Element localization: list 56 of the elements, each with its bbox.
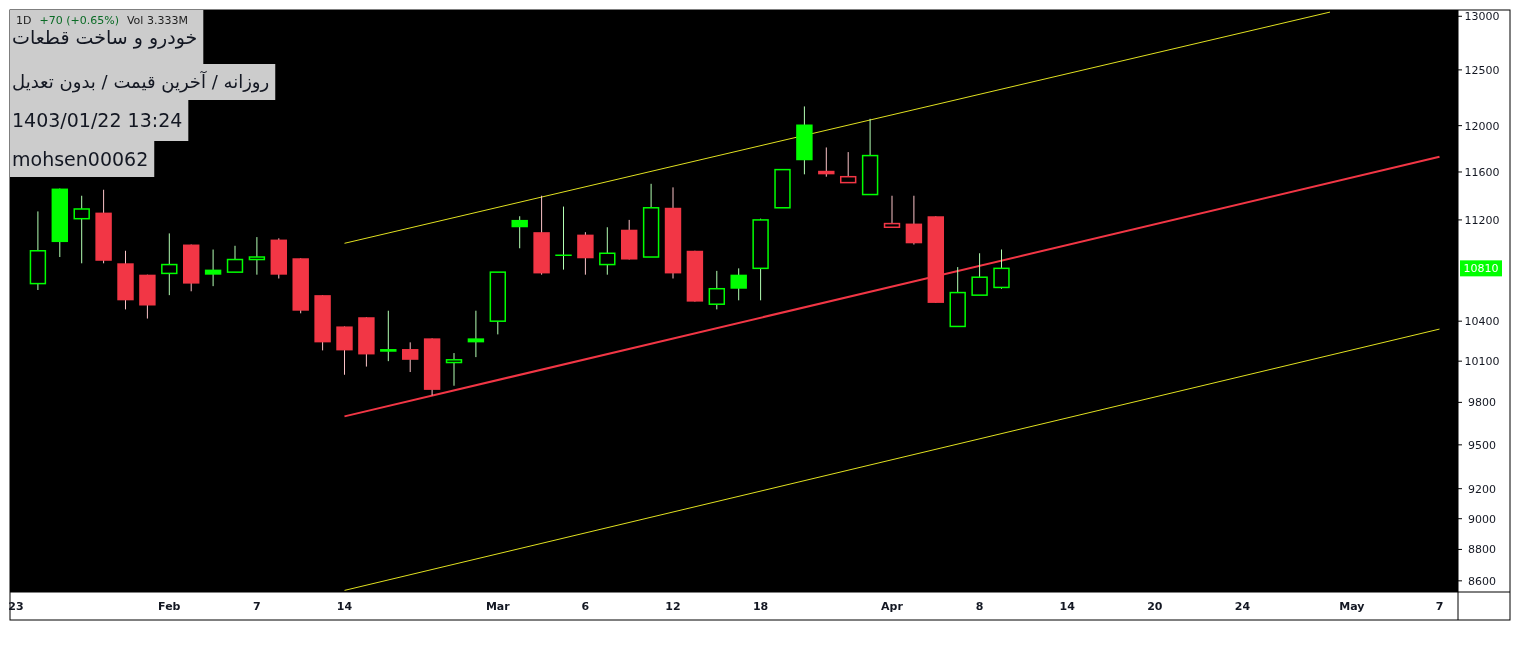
x-tick-label: 24 xyxy=(1234,600,1251,613)
candlestick xyxy=(380,310,397,362)
candlestick xyxy=(708,270,726,310)
candlestick xyxy=(467,310,485,358)
y-tick-label: 9500 xyxy=(1468,438,1496,452)
y-tick-label: 9800 xyxy=(1468,396,1496,410)
candlestick xyxy=(730,267,747,301)
x-tick-label: 7 xyxy=(1435,600,1444,613)
annotation: 1403/01/22 13:24 xyxy=(12,109,183,132)
annotation: 10810 xyxy=(1463,262,1499,276)
candlestick xyxy=(511,215,528,249)
y-tick-label: 11200 xyxy=(1464,213,1500,227)
candlestick xyxy=(993,249,1010,290)
y-tick-label: 11600 xyxy=(1464,165,1500,179)
y-tick-label: 8800 xyxy=(1468,543,1496,557)
candlestick xyxy=(204,249,222,287)
annotation: mohsen00062 xyxy=(12,147,149,170)
text: خودرو و ساخت قطعات xyxy=(12,25,198,49)
x-tick-label: Feb xyxy=(158,600,181,613)
text: روزانه / آخرین قیمت / بدون تعدیل xyxy=(12,70,270,94)
candlestick xyxy=(971,252,988,296)
x-tick-label: Mar xyxy=(485,600,511,613)
candlestick xyxy=(445,352,463,387)
x-tick-label: 8 xyxy=(975,600,984,613)
x-tick-label: 20 xyxy=(1147,600,1163,613)
x-tick-label: 14 xyxy=(336,600,353,613)
x-tick-label: 6 xyxy=(581,600,590,613)
candlestick xyxy=(599,226,616,276)
candlestick xyxy=(839,151,857,184)
candlestick xyxy=(161,232,178,296)
annotation: Vol 3.333M xyxy=(126,14,188,27)
x-tick-label: 7 xyxy=(253,600,261,613)
y-tick-label: 10400 xyxy=(1464,315,1500,329)
x-tick-label: 14 xyxy=(1059,600,1076,613)
candlestick xyxy=(226,245,244,273)
y-tick-label: 9000 xyxy=(1468,512,1496,526)
annotation: +70 (+0.65%) xyxy=(39,14,119,27)
x-tick-label: Apr xyxy=(881,600,904,613)
candlestick xyxy=(577,231,594,276)
x-tick-label: 18 xyxy=(752,600,769,613)
candlestick xyxy=(248,236,266,276)
y-tick-label: 10100 xyxy=(1464,355,1500,369)
candlestick xyxy=(905,195,923,246)
y-tick-label: 9200 xyxy=(1468,482,1496,496)
annotation: 1D xyxy=(16,14,32,27)
y-tick-label: 12500 xyxy=(1464,63,1500,77)
x-tick-label: May xyxy=(1339,600,1365,613)
candlestick xyxy=(883,195,901,229)
y-tick-label: 8600 xyxy=(1468,574,1496,588)
x-tick-label: 12 xyxy=(665,600,681,613)
candlestick xyxy=(336,325,353,376)
x-tick-label: 23 xyxy=(8,600,24,613)
candlestick xyxy=(73,195,90,264)
candlestick xyxy=(401,341,419,373)
y-tick-label: 12000 xyxy=(1464,119,1500,133)
y-tick-label: 13000 xyxy=(1464,10,1500,24)
